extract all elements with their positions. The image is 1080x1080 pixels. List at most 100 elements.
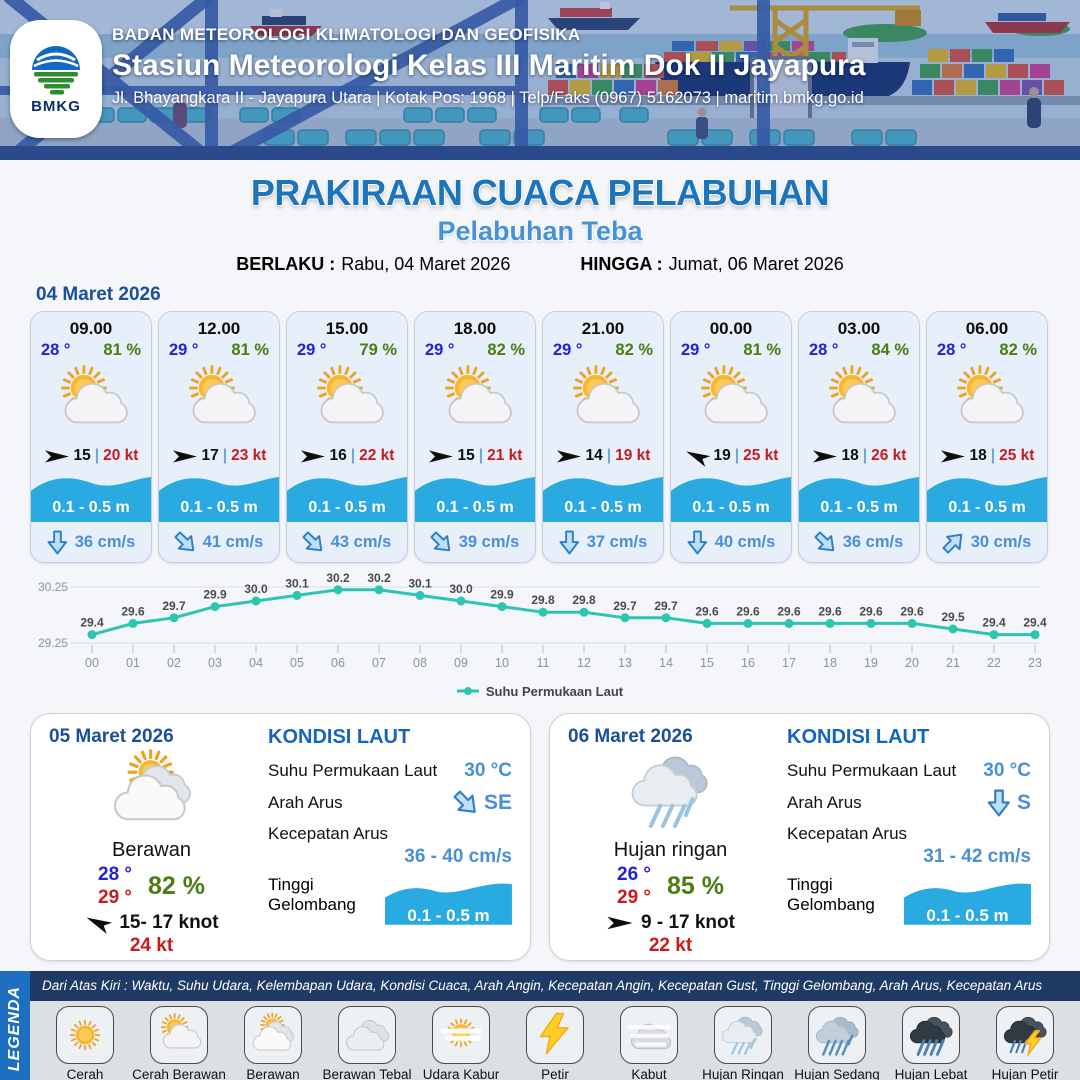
wind-range: 9 - 17 knot <box>641 912 735 933</box>
svg-text:30.2: 30.2 <box>326 571 350 585</box>
cerah-berawan-icon <box>701 364 768 423</box>
series-marker-icon <box>456 687 479 695</box>
berawan-icon <box>252 1012 294 1051</box>
wave-height-band: 0.1 - 0.5 m <box>31 471 151 523</box>
current-row: 37 cm/s <box>543 522 663 562</box>
forecast-time: 12.00 <box>197 319 241 338</box>
temp-humidity-row: 29 ° 79 % <box>287 339 407 360</box>
sst-label: Suhu Permukaan Laut <box>787 761 957 780</box>
humidity: 81 % <box>103 341 141 359</box>
wind-separator: | <box>350 447 356 465</box>
svg-text:30.1: 30.1 <box>285 576 309 590</box>
wind-speed: 16 <box>329 447 347 465</box>
wave-shape <box>904 883 1031 925</box>
legend-item: Cerah Berawan <box>132 1006 226 1080</box>
svg-text:07: 07 <box>372 656 386 670</box>
hingga-label: HINGGA : <box>580 254 663 274</box>
current-direction-icon <box>302 531 322 551</box>
svg-text:17: 17 <box>782 656 796 670</box>
validity-row: BERLAKU : Rabu, 04 Maret 2026 HINGGA : Jum… <box>0 254 1080 275</box>
temp-humidity-row: 28 ° 84 % <box>799 339 919 360</box>
air-temperature: 29 ° <box>425 341 455 359</box>
wind-row: 15 | 21 kt <box>428 441 522 471</box>
ship-small-2 <box>548 2 640 30</box>
legend-side-strip: LEGENDA <box>0 971 30 1080</box>
legend-item-label: Hujan Petir <box>991 1067 1059 1080</box>
svg-text:29.4: 29.4 <box>80 616 104 630</box>
svg-text:29.9: 29.9 <box>490 588 514 602</box>
current-direction-icon <box>942 533 962 554</box>
current-direction-icon <box>430 531 450 551</box>
weather-icon <box>309 360 385 441</box>
wind-separator: | <box>734 447 740 465</box>
wave-height-label: Tinggi Gelombang <box>787 875 875 914</box>
weather-condition: Hujan ringan <box>613 839 728 861</box>
wave-shape <box>415 476 535 523</box>
svg-text:13: 13 <box>618 656 632 670</box>
daily-humidity: 82 % <box>148 871 205 900</box>
humidity: 82 % <box>999 341 1037 359</box>
hingga-value: Jumat, 06 Maret 2026 <box>668 254 844 274</box>
svg-text:29.8: 29.8 <box>531 593 555 607</box>
weather-icon <box>181 360 257 441</box>
wind-separator: | <box>990 447 996 465</box>
current-row: 30 cm/s <box>927 522 1047 562</box>
temp-humidity-row: 29 ° 82 % <box>543 339 663 360</box>
wind-direction-icon <box>607 916 633 930</box>
temp-min: 28 ° <box>98 864 133 885</box>
temp-max: 29 ° <box>98 887 133 908</box>
ship-small-1 <box>250 9 322 36</box>
svg-text:29.5: 29.5 <box>941 610 965 624</box>
wind-row: 19 | 25 kt <box>684 441 778 471</box>
svg-text:21: 21 <box>946 656 960 670</box>
air-temperature: 29 ° <box>169 341 199 359</box>
legend-item-label: Berawan <box>246 1067 300 1080</box>
legend-item-label: Petir <box>541 1067 569 1080</box>
svg-text:05: 05 <box>290 656 304 670</box>
wind-separator: | <box>94 447 100 465</box>
forecast-card: 15.00 29 ° 79 % 16 | 22 kt 0.1 - 0.5 m 4… <box>286 311 408 563</box>
wave-height-band: 0.1 - 0.5 m <box>543 471 663 523</box>
daily-date: 05 Maret 2026 <box>49 726 174 747</box>
temp-max: 29 ° <box>617 887 652 908</box>
svg-text:29.9: 29.9 <box>203 588 227 602</box>
weather-icon <box>693 360 769 441</box>
hujan-ringan-icon <box>721 1016 763 1055</box>
wind-separator: | <box>862 447 868 465</box>
daily-forecast-card: 05 Maret 2026 Berawan 28 ° 29 ° 82 % 15-… <box>30 713 531 961</box>
series-name: Suhu Permukaan Laut <box>485 683 624 699</box>
legend-tile <box>244 1006 302 1064</box>
cerah-berawan-icon <box>957 364 1024 423</box>
wind-separator: | <box>606 447 612 465</box>
current-speed-label: Kecepatan Arus <box>268 824 389 843</box>
bmkg-logo: BMKG <box>10 20 102 138</box>
current-speed: 40 cm/s <box>714 532 776 551</box>
svg-text:14: 14 <box>659 656 673 670</box>
svg-text:11: 11 <box>537 656 550 670</box>
current-speed: 37 cm/s <box>586 532 648 551</box>
svg-text:09: 09 <box>454 656 468 670</box>
svg-text:29.6: 29.6 <box>695 604 719 618</box>
svg-text:30.1: 30.1 <box>408 576 432 590</box>
legend-item: Berawan <box>228 1006 318 1080</box>
legend-item-label: Cerah Berawan <box>132 1067 226 1080</box>
header: BMKG BADAN METEOROLOGI KLIMATOLOGI DAN G… <box>0 0 1080 160</box>
legend-item: Udara Kabur <box>416 1006 506 1080</box>
petir-icon <box>539 1012 569 1055</box>
legend-note: Dari Atas Kiri : Waktu, Suhu Udara, Kele… <box>30 971 1080 1001</box>
bmkg-emblem-icon <box>32 45 80 94</box>
current-row: 41 cm/s <box>159 522 279 562</box>
legend-item-label: Hujan Sedang <box>794 1067 880 1080</box>
current-direction-icon <box>453 790 476 813</box>
svg-text:29.7: 29.7 <box>654 599 678 613</box>
people <box>173 87 1041 139</box>
wave-shape <box>31 476 151 523</box>
wind-separator: | <box>478 447 484 465</box>
daily-weather-icon <box>109 748 195 839</box>
forecast-time: 15.00 <box>325 319 369 338</box>
wind-direction-icon <box>86 917 113 935</box>
current-direction-icon <box>47 530 67 555</box>
current-row: 36 cm/s <box>31 522 151 562</box>
wind-direction-icon <box>685 451 710 467</box>
current-speed: 39 cm/s <box>458 532 520 551</box>
